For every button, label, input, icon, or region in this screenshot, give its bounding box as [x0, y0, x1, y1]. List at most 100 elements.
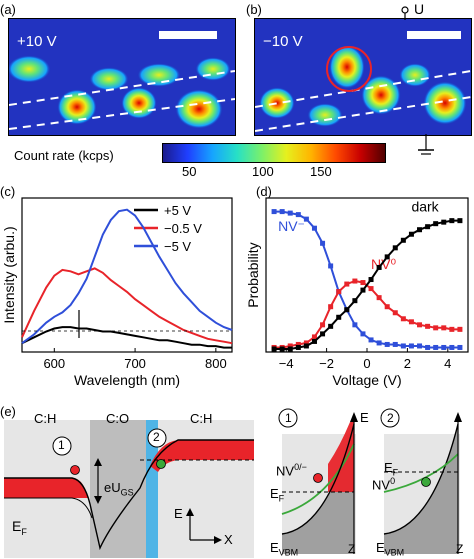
data-point [295, 212, 301, 218]
inset2-nv-sup: 0 [390, 476, 396, 486]
inset1-ef-text: E [270, 486, 279, 501]
data-point [344, 281, 350, 287]
x-axis-label: Voltage (V) [332, 372, 401, 388]
data-point [328, 263, 334, 269]
panel-a: (a) [0, 0, 240, 140]
axis-e-label: E [174, 506, 183, 521]
map-b-svg [255, 19, 471, 135]
panel-label-c: (c) [0, 184, 16, 199]
data-point [408, 319, 414, 325]
data-point [457, 218, 463, 224]
panel-label-e: (e) [0, 404, 16, 419]
data-point [344, 307, 350, 313]
data-point [328, 304, 334, 310]
data-point [384, 254, 390, 260]
data-point [376, 340, 382, 346]
data-point [279, 209, 285, 215]
data-point [311, 338, 317, 344]
marker-2: 2 [153, 430, 160, 444]
data-point [328, 323, 334, 329]
data-point [425, 224, 431, 230]
data-point [271, 209, 277, 215]
colorbar-label: Count rate (kcps) [14, 148, 114, 163]
x-tick-label: 2 [404, 356, 411, 371]
data-point [457, 344, 463, 350]
inset-1-diagram [278, 408, 358, 554]
data-point [303, 340, 309, 346]
terminal-u-label: U [414, 1, 425, 17]
inset-2-diagram [380, 408, 462, 554]
data-point [336, 314, 342, 320]
inset1-ef-label: EF [270, 486, 284, 504]
fermi-sub: F [21, 526, 27, 537]
fermi-text: E [12, 518, 22, 534]
data-point [336, 289, 342, 295]
series-line [21, 267, 233, 345]
data-point [352, 322, 358, 328]
data-point [303, 343, 309, 349]
x-tick-label: 4 [444, 356, 451, 371]
inset2-evbm-label: EVBM [376, 540, 404, 558]
inset1-axis-e: E [360, 410, 369, 425]
inset2-evbm-sub: VBM [384, 547, 405, 558]
data-point [449, 326, 455, 332]
data-point [433, 344, 439, 350]
data-point [311, 334, 317, 340]
data-point [400, 316, 406, 322]
data-point [408, 231, 414, 237]
data-point [352, 298, 358, 304]
colorbar-tick-150: 150 [310, 164, 332, 179]
series-label: NV⁻ [278, 218, 305, 234]
data-point [320, 331, 326, 337]
data-point [295, 344, 301, 350]
legend-label: −5 V [164, 239, 191, 254]
data-point [271, 346, 277, 352]
panel-label-a: (a) [0, 2, 16, 17]
data-point [368, 277, 374, 283]
terminal-wires [401, 6, 434, 155]
data-point [287, 343, 293, 349]
inset1-nv-label: NV0/− [276, 462, 307, 478]
series-label: NV⁰ [371, 256, 396, 272]
band-diagram [4, 420, 254, 558]
data-point [360, 280, 366, 286]
x-tick-label: 800 [205, 356, 227, 371]
data-point [441, 344, 447, 350]
data-point [376, 295, 382, 301]
panel-label-d: (d) [256, 184, 272, 199]
map-a-svg [9, 19, 235, 135]
data-point [457, 326, 463, 332]
region-ch-right: C:H [190, 411, 213, 426]
x-tick-label: 700 [124, 356, 146, 371]
data-point [320, 322, 326, 328]
inset1-nv-text: NV [276, 463, 295, 479]
data-point [392, 245, 398, 251]
x-axis-label: Wavelength (nm) [74, 372, 180, 388]
data-point [352, 278, 358, 284]
data-point [400, 343, 406, 349]
panel-b: (b) −10 V U [246, 0, 474, 160]
axis-x-label: X [224, 532, 233, 547]
inset1-evbm-label: EVBM [270, 540, 298, 558]
data-point [408, 343, 414, 349]
data-point [449, 218, 455, 224]
data-point [392, 310, 398, 316]
data-point [417, 322, 423, 328]
fluorescence-map-a: +10 V [8, 18, 236, 136]
data-point [279, 346, 285, 352]
legend-label: −0.5 V [164, 221, 202, 236]
x-tick-label: −4 [279, 356, 294, 371]
colorbar [162, 143, 386, 163]
fluorescence-map-b: −10 V [254, 18, 472, 136]
colorbar-tick-100: 100 [252, 164, 274, 179]
data-point [384, 304, 390, 310]
data-point [368, 286, 374, 292]
data-point [360, 287, 366, 293]
inset2-ef-sub: F [392, 467, 399, 478]
inset2-evbm-text: E [376, 540, 385, 555]
data-point [295, 341, 301, 347]
x-tick-label: 600 [43, 356, 65, 371]
x-tick-label: −2 [319, 356, 334, 371]
inset1-evbm-sub: VBM [278, 547, 299, 558]
data-point [392, 341, 398, 347]
